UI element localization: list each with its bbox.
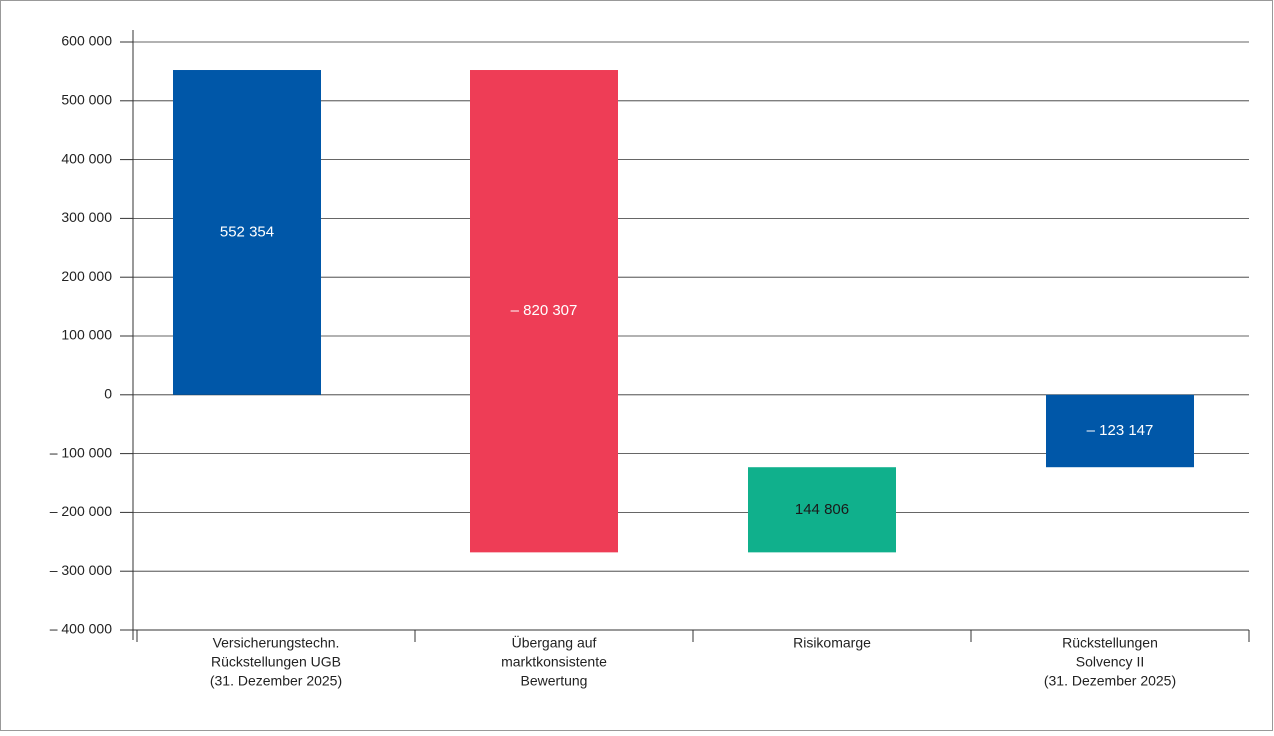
x-tick-label: Rückstellungen UGB	[211, 654, 341, 670]
y-tick-label: 0	[104, 386, 112, 402]
x-tick-label: Solvency II	[1076, 654, 1144, 670]
y-tick-label: 300 000	[61, 209, 112, 225]
x-tick-label: Versicherungstechn.	[213, 635, 340, 651]
bar	[470, 70, 618, 553]
bar	[1046, 394, 1194, 468]
y-tick-label: 100 000	[61, 327, 112, 343]
y-tick-label: – 200 000	[50, 503, 112, 519]
x-tick-label: (31. Dezember 2025)	[1044, 673, 1176, 689]
y-tick-label: – 400 000	[50, 621, 112, 637]
x-tick-label: Rückstellungen	[1062, 635, 1158, 651]
x-tick-label: (31. Dezember 2025)	[210, 673, 342, 689]
y-tick-label: – 100 000	[50, 444, 112, 460]
bar	[748, 467, 896, 553]
x-tick-label: Übergang auf	[512, 634, 597, 651]
x-tick-label: Risikomarge	[793, 635, 871, 651]
data-label: 144 806	[795, 501, 849, 518]
y-tick-label: 600 000	[61, 33, 112, 49]
x-tick-label: Bewertung	[521, 673, 588, 689]
x-tick-label: marktkonsistente	[501, 654, 607, 670]
bar	[173, 70, 321, 395]
y-tick-label: – 300 000	[50, 562, 112, 578]
data-label: – 123 147	[1087, 422, 1154, 439]
data-label: 552 354	[220, 223, 274, 240]
y-tick-label: 400 000	[61, 150, 112, 166]
data-label: – 820 307	[511, 302, 578, 319]
y-tick-label: 200 000	[61, 268, 112, 284]
y-tick-label: 500 000	[61, 92, 112, 108]
